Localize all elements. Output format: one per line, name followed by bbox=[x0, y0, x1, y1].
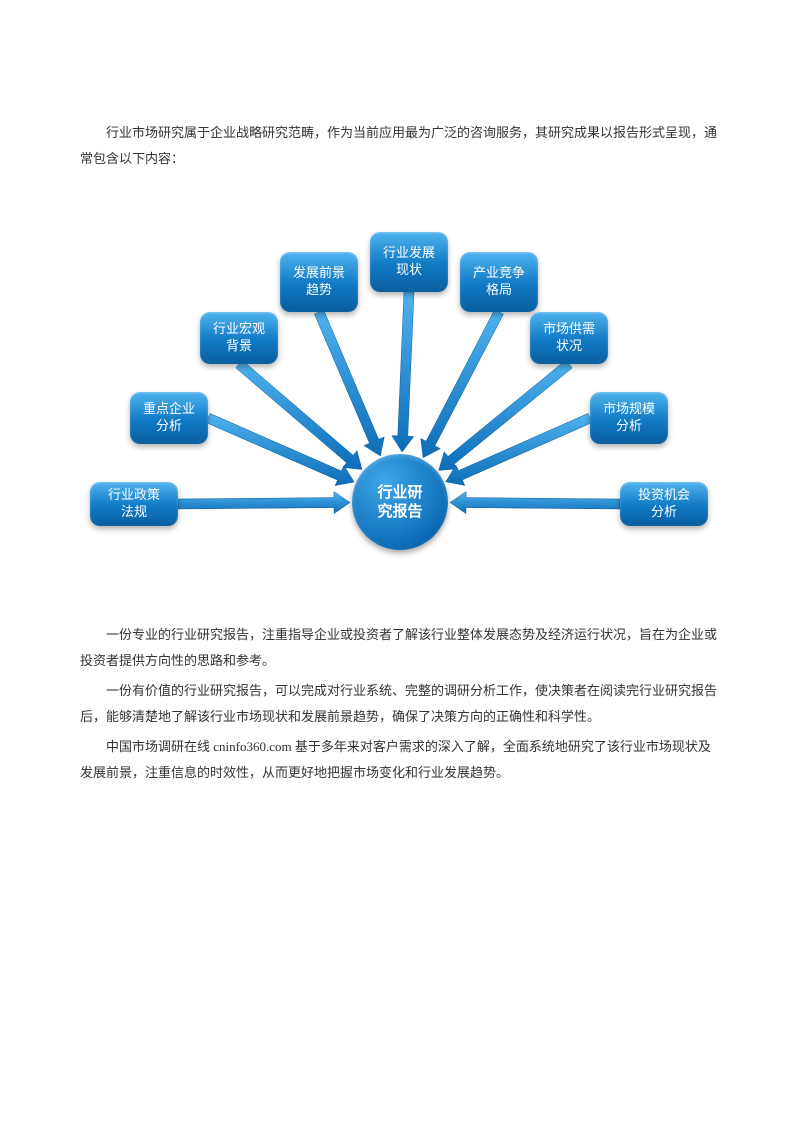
node-n2: 行业宏观背景 bbox=[200, 312, 278, 364]
industry-research-diagram: 行业研究报告 行业政策法规重点企业分析行业宏观背景发展前景趋势行业发展现状产业竞… bbox=[100, 202, 700, 582]
node-n8: 投资机会分析 bbox=[620, 482, 708, 526]
intro-paragraph: 行业市场研究属于企业战略研究范畴，作为当前应用最为广泛的咨询服务，其研究成果以报… bbox=[80, 120, 720, 172]
node-n1: 重点企业分析 bbox=[130, 392, 208, 444]
node-n5: 产业竞争格局 bbox=[460, 252, 538, 312]
arrow-n0 bbox=[178, 492, 350, 514]
arrow-n4 bbox=[392, 292, 414, 452]
arrow-n5 bbox=[421, 310, 504, 458]
node-n6: 市场供需状况 bbox=[530, 312, 608, 364]
paragraph-4: 中国市场调研在线 cninfo360.com 基于多年来对客户需求的深入了解，全… bbox=[80, 734, 720, 786]
paragraph-3: 一份有价值的行业研究报告，可以完成对行业系统、完整的调研分析工作，使决策者在阅读… bbox=[80, 678, 720, 730]
center-label: 行业研究报告 bbox=[377, 483, 422, 522]
node-n4: 行业发展现状 bbox=[370, 232, 448, 292]
arrow-n2 bbox=[236, 360, 362, 469]
arrow-n8 bbox=[450, 492, 620, 514]
paragraph-2: 一份专业的行业研究报告，注重指导企业或投资者了解该行业整体发展态势及经济运行状况… bbox=[80, 622, 720, 674]
center-node: 行业研究报告 bbox=[352, 454, 448, 550]
node-n3: 发展前景趋势 bbox=[280, 252, 358, 312]
arrow-n3 bbox=[314, 310, 384, 456]
arrow-n1 bbox=[206, 413, 354, 485]
arrow-n6 bbox=[439, 360, 573, 470]
node-n7: 市场规模分析 bbox=[590, 392, 668, 444]
arrow-n7 bbox=[446, 413, 592, 485]
node-n0: 行业政策法规 bbox=[90, 482, 178, 526]
